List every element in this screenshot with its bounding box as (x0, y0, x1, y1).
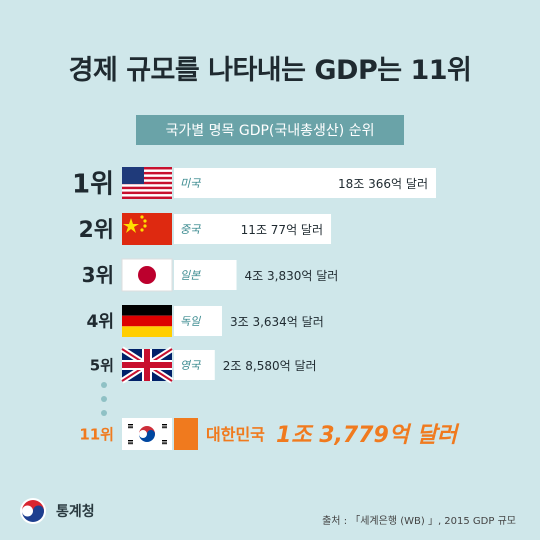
highlight-bar (174, 418, 198, 450)
us-flag-icon (122, 167, 172, 199)
page-title: 경제 규모를 나타내는 GDP는 11위 (68, 55, 472, 86)
rank-label: 3위 (82, 263, 114, 287)
logo-text: 통계청 (56, 504, 95, 520)
rank-label: 4위 (87, 312, 114, 332)
value-label: 11조 77억 달러 (241, 223, 323, 237)
bar-row-2: 2위 중국 11조 77억 달러 (78, 213, 332, 245)
bar-row-4: 4위 독일 3조 3,634억 달러 (87, 305, 324, 337)
rank-label: 11위 (79, 425, 114, 443)
jp-flag-icon (121, 258, 173, 292)
value-label: 3조 3,634억 달러 (230, 315, 324, 329)
rank-label: 2위 (78, 218, 114, 243)
bar (174, 350, 215, 380)
ellipsis-dot (101, 382, 107, 388)
source-note: 출처 : 「세계은행 (WB) 」, 2015 GDP 규모 (322, 516, 516, 527)
cn-flag-icon (122, 213, 172, 245)
bar (174, 260, 237, 290)
de-flag-icon (122, 305, 172, 337)
chart-subtitle: 국가별 명목 GDP(국내총생산) 순위 (136, 115, 404, 145)
country-label: 중국 (180, 223, 201, 236)
gdp-ranking-chart: 1위 미국 18조 366억 달러 2위 중국 11조 77억 달러 3위 일본 4조 3,83… (72, 167, 460, 450)
value-label: 1조 3,779억 달러 (276, 423, 460, 448)
country-label: 독일 (180, 315, 201, 328)
uk-flag-icon (120, 346, 174, 384)
country-label: 영국 (180, 359, 201, 372)
taegeuk-icon (20, 498, 46, 524)
rank-label: 1위 (72, 169, 114, 199)
bar-row-5: 5위 영국 2조 8,580억 달러 (90, 346, 317, 384)
value-label: 4조 3,830억 달러 (245, 269, 339, 283)
bar-row-1: 1위 미국 18조 366억 달러 (72, 167, 436, 199)
bar (174, 214, 332, 244)
country-label: 일본 (180, 269, 201, 282)
value-label: 18조 366억 달러 (338, 177, 428, 191)
country-label: 미국 (180, 177, 201, 190)
ellipsis-dot (101, 410, 107, 416)
ellipsis-dots (101, 382, 107, 416)
kr-flag-icon (122, 418, 172, 450)
bar (174, 306, 222, 336)
rank-label: 5위 (90, 356, 114, 374)
chart-subtitle-text: 국가별 명목 GDP(국내총생산) 순위 (165, 123, 375, 139)
country-label: 대한민국 (206, 425, 265, 444)
bar (174, 168, 436, 198)
bar-row-3: 3위 일본 4조 3,830억 달러 (82, 258, 339, 292)
bar-row-6: 11위 대한민국 1조 3,779억 달러 (79, 418, 460, 450)
statistics-korea-logo: 통계청 (18, 496, 95, 526)
value-label: 2조 8,580억 달러 (223, 359, 317, 373)
ellipsis-dot (101, 396, 107, 402)
